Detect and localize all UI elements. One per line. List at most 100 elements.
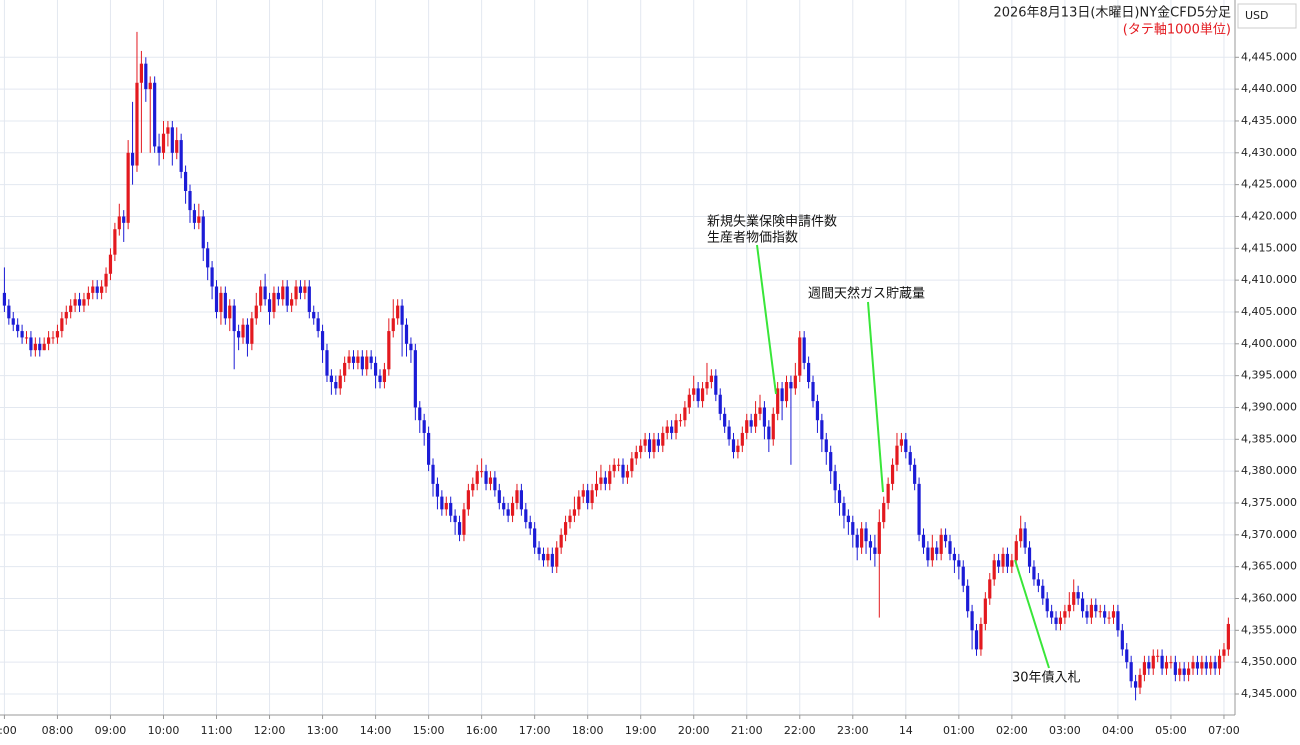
candle-body (807, 362, 811, 383)
candle-body (559, 534, 563, 548)
y-tick-label: 4,350.000 (1241, 655, 1297, 668)
candle-body (418, 407, 422, 421)
candle-body (577, 496, 581, 510)
annotation: 週間天然ガス貯蔵量 (808, 286, 925, 302)
candles (2, 31, 1230, 701)
candle-body (705, 382, 709, 389)
candle-body (276, 292, 280, 300)
candle-body (307, 286, 311, 312)
candle-body (113, 229, 117, 255)
candle-body (1032, 566, 1036, 580)
candle-body (153, 82, 157, 147)
candle-body (86, 292, 90, 300)
candle-body (1138, 674, 1142, 688)
candle-body (647, 439, 652, 453)
candle-body (939, 534, 943, 554)
candle-body (42, 343, 46, 351)
candle-body (409, 343, 413, 351)
candle-body (413, 350, 417, 408)
candle-body (192, 210, 197, 223)
candle-body (20, 331, 24, 338)
candle-body (908, 452, 912, 465)
y-tick-label: 4,440.000 (1241, 82, 1297, 95)
x-tick-label: 12:00 (254, 724, 286, 737)
candle-body (992, 560, 996, 580)
candle-body (979, 623, 983, 650)
candle-body (237, 331, 241, 338)
candle-body (723, 413, 727, 427)
candle-body (179, 140, 183, 172)
y-tick-label: 4,355.000 (1241, 623, 1297, 636)
x-tick-label: 09:00 (95, 724, 127, 737)
candle-body (1129, 662, 1133, 682)
x-tick-label: 10:00 (148, 724, 180, 737)
candle-body (1173, 662, 1177, 675)
candle-body (241, 324, 245, 338)
candle-body (877, 522, 881, 554)
candle-body (736, 445, 740, 453)
candle-body (466, 490, 470, 510)
candle-body (1005, 553, 1010, 567)
candle-body (771, 413, 775, 440)
candle-body (568, 515, 572, 523)
x-tick-label: 14:00 (360, 724, 392, 737)
candle-body (400, 305, 404, 325)
x-tick-label: 05:00 (1155, 724, 1187, 737)
candle-body (1107, 617, 1111, 619)
y-tick-label: 4,380.000 (1241, 464, 1297, 477)
candle-body (988, 579, 992, 599)
candle-body (449, 502, 453, 516)
candle-body (1195, 662, 1200, 669)
candle-body (298, 286, 303, 293)
candle-body (206, 248, 210, 268)
candle-body (1187, 668, 1191, 675)
candle-body (444, 502, 448, 510)
candle-body (528, 522, 532, 529)
candle-body (1204, 662, 1208, 669)
y-tick-label: 4,425.000 (1241, 178, 1297, 191)
candle-body (440, 496, 444, 510)
candle-body (378, 375, 382, 383)
candle-body (952, 553, 957, 561)
candle-body (652, 439, 656, 453)
x-tick-label: 23:00 (837, 724, 869, 737)
candle-body (1080, 598, 1085, 612)
candle-body (851, 522, 855, 535)
candle-body (373, 362, 378, 376)
candle-body (572, 509, 577, 516)
candle-body (643, 439, 647, 446)
candle-body (599, 477, 603, 484)
candle-body (166, 127, 170, 134)
candle-body (842, 502, 846, 516)
candle-body (77, 299, 82, 306)
y-tick-label: 4,395.000 (1241, 369, 1297, 382)
candle-body (789, 382, 793, 389)
candle-body (634, 452, 638, 459)
candle-body (475, 471, 479, 484)
candle-body (1036, 579, 1040, 586)
candle-body (1014, 541, 1018, 561)
candle-body (966, 585, 970, 612)
candle-body (555, 547, 559, 567)
candle-body (219, 292, 223, 312)
candle-body (718, 394, 722, 414)
candle-body (617, 464, 621, 466)
y-tick-label: 4,410.000 (1241, 273, 1297, 286)
candle-body (157, 146, 161, 153)
annotation: 新規失業保険申請件数 (707, 214, 837, 230)
candle-body (1085, 611, 1089, 618)
candle-body (108, 254, 113, 274)
candle-body (895, 445, 899, 465)
candle-body (833, 471, 837, 491)
candle-body (1058, 617, 1063, 624)
candle-body (427, 432, 431, 465)
y-tick-label: 4,430.000 (1241, 146, 1297, 159)
candle-body (33, 343, 37, 351)
candle-body (422, 420, 426, 433)
candle-body (69, 305, 73, 312)
candle-body (1213, 662, 1217, 669)
candle-body (365, 356, 369, 370)
x-tick-label: 20:00 (678, 724, 710, 737)
candle-body (590, 490, 594, 503)
